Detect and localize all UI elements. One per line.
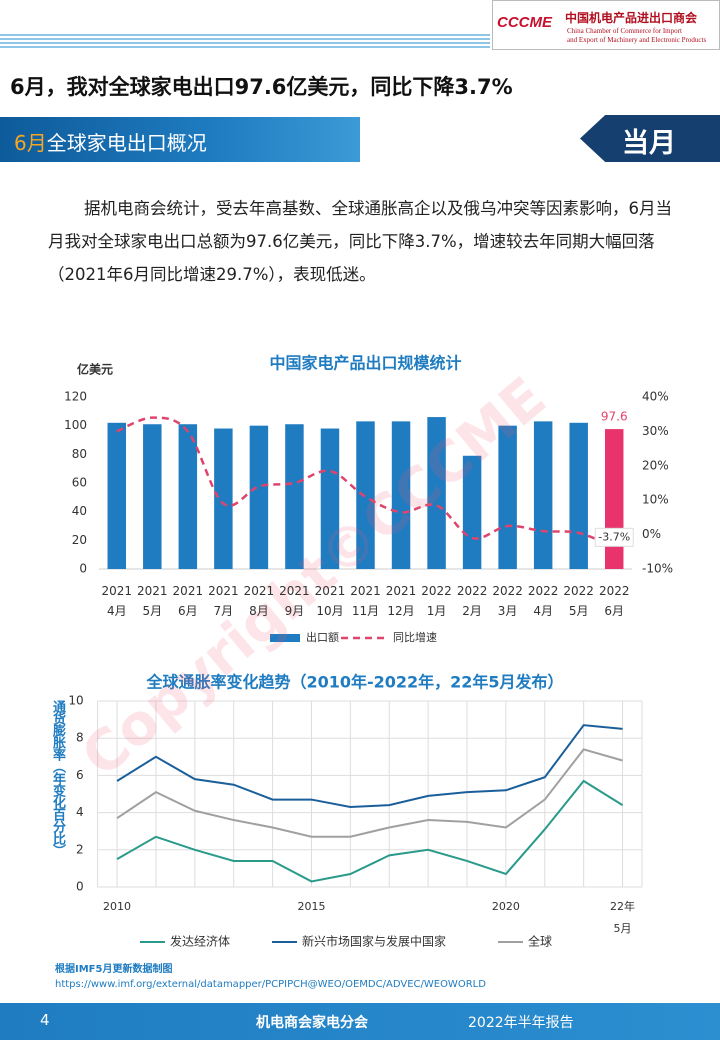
- logo: CCCME: [497, 14, 552, 31]
- x-tick-label: 22年 5月: [610, 900, 636, 935]
- bar: [427, 417, 446, 569]
- bar: [569, 422, 588, 569]
- x-tick-label: 2022 1月: [421, 584, 452, 618]
- y2-tick-label: 20%: [642, 458, 669, 472]
- section-title: 6月全球家电出口概况: [14, 127, 207, 156]
- y-tick-label: 10: [68, 694, 83, 708]
- bar: [462, 455, 482, 569]
- y-tick-label: 6: [76, 768, 84, 782]
- tag-box: [580, 115, 720, 162]
- legend-label: 新兴市场国家与发展中国家: [302, 934, 446, 949]
- bar: [285, 424, 304, 569]
- y-tick-label: 8: [76, 731, 84, 745]
- bar: [320, 428, 340, 569]
- y-axis-label: 通货膨胀率（年变化百分比）: [50, 700, 65, 856]
- footer-org: 机电商会家电分会: [256, 1015, 368, 1031]
- legend-swatch: [270, 634, 300, 642]
- y2-tick-label: -10%: [642, 562, 673, 576]
- y-tick-label: 4: [76, 805, 84, 819]
- footer-bar: [0, 1003, 720, 1040]
- x-tick-label: 2021 6月: [172, 584, 204, 618]
- y2-tick-label: 30%: [642, 424, 669, 438]
- y-tick-label: 80: [72, 447, 87, 461]
- line-series: [116, 779, 624, 883]
- data-label-box: [594, 527, 634, 547]
- x-tick-label: 2021 7月: [208, 584, 239, 618]
- section-bar: [0, 117, 360, 162]
- line-series: [116, 748, 623, 838]
- y-axis-label: 亿美元: [77, 362, 113, 377]
- bar: [178, 424, 198, 569]
- x-tick-label: 2021 5月: [137, 584, 168, 618]
- bar: [143, 424, 162, 569]
- source-note: 根据IMF5月更新数据制图: [55, 964, 173, 975]
- chart-title: 中国家电产品出口规模统计: [269, 354, 461, 373]
- bar-label: 97.6: [601, 410, 628, 424]
- line-series: [116, 724, 623, 809]
- legend-label: 同比增速: [393, 630, 437, 644]
- header-stripes: [0, 34, 490, 48]
- org-en: and Export of Machinery and Electronic P…: [567, 36, 707, 44]
- bar: [498, 425, 517, 569]
- y-tick-label: 0: [79, 562, 87, 576]
- line-label: -3.7%: [598, 530, 630, 543]
- x-tick-label: 2021 9月: [279, 584, 310, 618]
- y-tick-label: 60: [72, 476, 87, 490]
- x-tick-label: 2022 5月: [563, 584, 594, 618]
- x-tick-label: 2020: [491, 900, 520, 913]
- x-tick-label: 2021 10月: [314, 584, 346, 618]
- source-url: https://www.imf.org/external/datamapper/…: [55, 979, 486, 990]
- x-tick-label: 2021 11月: [350, 584, 381, 618]
- org-en: China Chamber of Commerce for Import: [567, 27, 682, 35]
- line-series: [116, 416, 615, 549]
- section-accent: 6月: [14, 131, 47, 155]
- x-tick-label: 2021 4月: [101, 584, 133, 618]
- y-tick-label: 100: [64, 418, 87, 432]
- x-tick-label: 2022 6月: [598, 584, 630, 618]
- legend-label: 出口额: [306, 630, 339, 644]
- x-tick-label: 2015: [297, 900, 326, 913]
- y2-tick-label: 40%: [642, 390, 669, 404]
- legend-label: 全球: [528, 934, 552, 949]
- y2-tick-label: 10%: [642, 493, 669, 507]
- x-tick-label: 2022 2月: [456, 584, 488, 618]
- y-tick-label: 20: [72, 533, 87, 547]
- bar: [107, 422, 127, 569]
- headline: 6月，我对全球家电出口97.6亿美元，同比下降3.7%: [10, 75, 513, 99]
- bar: [214, 428, 233, 569]
- y-tick-label: 120: [64, 390, 87, 404]
- y2-tick-label: 0%: [642, 527, 661, 541]
- page-number: 4: [40, 1011, 50, 1029]
- section-rest: 全球家电出口概况: [46, 131, 207, 155]
- org-cn: 中国机电产品进出口商会: [565, 11, 698, 25]
- bar: [249, 425, 269, 569]
- x-tick-label: 2021 8月: [243, 584, 275, 618]
- x-tick-label: 2021 12月: [385, 584, 417, 618]
- y-tick-label: 40: [72, 504, 87, 518]
- x-tick-label: 2010: [103, 900, 132, 913]
- bar: [391, 421, 411, 569]
- y-tick-label: 2: [76, 842, 84, 856]
- x-tick-label: 2022 3月: [492, 584, 523, 618]
- bar: [356, 421, 375, 569]
- paragraph: 据机电商会统计，受去年高基数、全球通胀高企以及俄乌冲突等因素影响，6月当月我对全…: [48, 199, 672, 284]
- legend-label: 发达经济体: [170, 934, 230, 949]
- chart-title: 全球通胀率变化趋势（2010年-2022年，22年5月发布）: [145, 673, 563, 692]
- x-tick-label: 2022 4月: [527, 584, 559, 618]
- y-tick-label: 0: [76, 880, 84, 894]
- bar: [604, 429, 624, 569]
- tag: 当月: [622, 128, 676, 159]
- bar: [533, 421, 553, 569]
- footer-report: 2022年半年报告: [468, 1015, 574, 1031]
